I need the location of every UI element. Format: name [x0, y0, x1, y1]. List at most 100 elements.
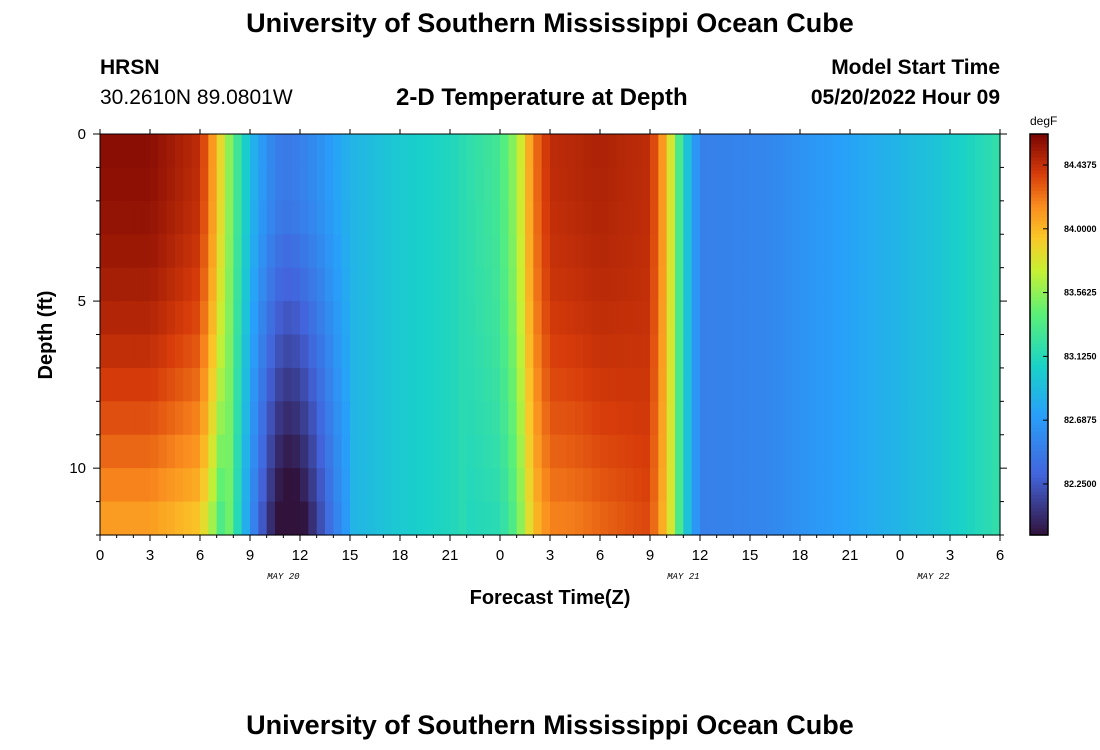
heatmap-cell — [341, 401, 351, 436]
heatmap-cell — [600, 234, 609, 269]
heatmap-cell — [925, 167, 934, 202]
heatmap-cell — [325, 501, 334, 536]
heatmap-cell — [133, 334, 143, 369]
heatmap-cell — [700, 167, 709, 202]
heatmap-cell — [350, 401, 359, 436]
heatmap-cell — [625, 234, 634, 269]
heatmap-cell — [591, 134, 601, 169]
colorbar-swatch — [1030, 341, 1048, 346]
heatmap-cell — [375, 234, 384, 269]
heatmap-cell — [525, 401, 534, 436]
heatmap-cell — [741, 334, 751, 369]
heatmap-cell — [341, 167, 351, 202]
heatmap-cell — [575, 434, 584, 469]
heatmap-cell — [241, 367, 251, 402]
heatmap-cell — [808, 200, 818, 235]
heatmap-cell — [950, 200, 959, 235]
heatmap-cell — [750, 501, 759, 536]
heatmap-cell — [983, 367, 993, 402]
colorbar-swatch — [1030, 267, 1048, 272]
heatmap-cell — [941, 434, 951, 469]
colorbar-swatch — [1030, 204, 1048, 209]
heatmap-cell — [916, 367, 926, 402]
heatmap-cell — [691, 334, 701, 369]
heatmap-cell — [416, 200, 426, 235]
heatmap-cell — [225, 134, 234, 169]
heatmap-cell — [125, 334, 134, 369]
heatmap-cell — [541, 501, 551, 536]
heatmap-cell — [283, 167, 293, 202]
heatmap-cell — [150, 267, 159, 302]
heatmap-cell — [783, 167, 793, 202]
heatmap-cell — [225, 200, 234, 235]
heatmap-cell — [750, 468, 759, 503]
heatmap-cell — [750, 134, 759, 169]
heatmap-cell — [758, 468, 768, 503]
heatmap-cell — [825, 267, 834, 302]
heatmap-cell — [366, 267, 376, 302]
colorbar-swatch — [1030, 504, 1048, 509]
heatmap-cell — [316, 434, 326, 469]
heatmap-cell — [458, 401, 468, 436]
heatmap-cell — [575, 267, 584, 302]
heatmap-cell — [808, 167, 818, 202]
heatmap-cell — [600, 468, 609, 503]
colorbar-label: 82.2500 — [1064, 479, 1097, 489]
heatmap-cell — [725, 301, 734, 336]
heatmap-cell — [633, 301, 643, 336]
heatmap-cell — [125, 401, 134, 436]
colorbar-swatch — [1030, 311, 1048, 316]
heatmap-cell — [200, 434, 209, 469]
heatmap-cell — [383, 434, 393, 469]
heatmap-cell — [883, 234, 893, 269]
heatmap-cell — [275, 334, 284, 369]
heatmap-cell — [266, 301, 276, 336]
heatmap-cell — [141, 468, 151, 503]
heatmap-cell — [141, 434, 151, 469]
heatmap-cell — [466, 200, 476, 235]
heatmap-cell — [150, 401, 159, 436]
heatmap-cell — [816, 301, 826, 336]
heatmap-cell — [191, 234, 201, 269]
heatmap-cell — [983, 468, 993, 503]
heatmap-cell — [316, 301, 326, 336]
heatmap-cell — [491, 468, 501, 503]
heatmap-cell — [391, 334, 401, 369]
heatmap-cell — [725, 267, 734, 302]
heatmap-cell — [750, 167, 759, 202]
heatmap-cell — [133, 167, 143, 202]
colorbar-swatch — [1030, 200, 1048, 205]
heatmap-cell — [708, 134, 718, 169]
colorbar-swatch — [1030, 230, 1048, 235]
heatmap-cell — [600, 267, 609, 302]
heatmap-cell — [800, 134, 809, 169]
heatmap-cell — [541, 134, 551, 169]
heatmap-cell — [758, 267, 768, 302]
heatmap-cell — [508, 401, 518, 436]
heatmap-cell — [825, 334, 834, 369]
heatmap-cell — [300, 301, 309, 336]
heatmap-cell — [275, 267, 284, 302]
heatmap-cell — [850, 267, 859, 302]
heatmap-cell — [908, 401, 918, 436]
heatmap-cell — [266, 134, 276, 169]
heatmap-cell — [450, 434, 459, 469]
heatmap-cell — [583, 434, 593, 469]
heatmap-cell — [433, 301, 443, 336]
heatmap-cell — [291, 401, 301, 436]
heatmap-cell — [958, 367, 968, 402]
heatmap-cell — [191, 434, 201, 469]
heatmap-cell — [108, 267, 118, 302]
heatmap-cell — [325, 134, 334, 169]
heatmap-cell — [366, 367, 376, 402]
heatmap-cell — [466, 134, 476, 169]
heatmap-cell — [666, 367, 676, 402]
heatmap-cell — [591, 401, 601, 436]
heatmap-cell — [275, 301, 284, 336]
heatmap-cell — [691, 301, 701, 336]
heatmap-cell — [291, 301, 301, 336]
heatmap-cell — [933, 367, 943, 402]
heatmap-cell — [216, 501, 226, 536]
heatmap-cell — [975, 501, 984, 536]
colorbar-swatch — [1030, 291, 1048, 295]
